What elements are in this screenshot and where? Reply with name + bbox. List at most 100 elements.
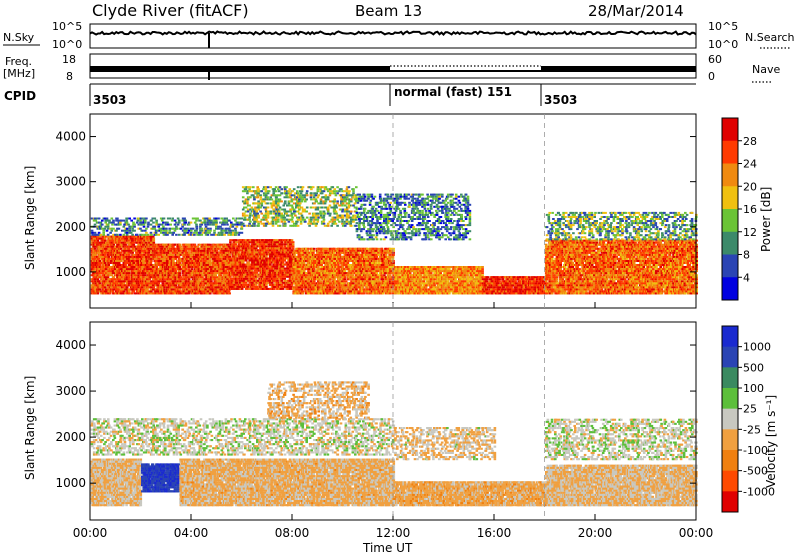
- echo-cell: [185, 282, 189, 285]
- echo-cell: [135, 264, 139, 266]
- echo-cell: [143, 239, 146, 242]
- echo-cell: [214, 245, 217, 248]
- echo-cell: [169, 245, 172, 248]
- echo-cell: [167, 274, 171, 277]
- echo-cell: [328, 268, 331, 271]
- echo-cell: [302, 270, 306, 273]
- echo-cell: [150, 266, 153, 268]
- echo-cell: [141, 282, 144, 285]
- echo-cell: [179, 260, 183, 262]
- echo-cell: [242, 273, 246, 276]
- echo-cell: [119, 284, 123, 287]
- echo-cell: [312, 282, 315, 285]
- echo-cell: [121, 266, 124, 268]
- echo-cell: [197, 255, 201, 258]
- echo-cell: [227, 290, 231, 293]
- echo-cell: [248, 263, 251, 266]
- echo-cell: [98, 282, 102, 285]
- echo-cell: [185, 286, 189, 289]
- echo-cell: [157, 262, 161, 264]
- echo-cell: [161, 264, 165, 266]
- echo-cell: [122, 290, 126, 293]
- echo-cell: [146, 235, 149, 238]
- echo-cell: [141, 251, 144, 254]
- echo-cell: [130, 292, 134, 295]
- echo-cell: [219, 266, 222, 268]
- echo-cell: [174, 257, 178, 260]
- echo-cell: [144, 241, 148, 244]
- echo-cell: [112, 292, 116, 295]
- echo-cell: [135, 286, 139, 289]
- echo-cell: [309, 292, 313, 295]
- echo-cell: [122, 260, 126, 262]
- echo-cell: [112, 270, 116, 273]
- echo-cell: [152, 241, 156, 244]
- echo-cell: [125, 272, 129, 275]
- cpid-label: CPID: [4, 89, 36, 103]
- echo-cell: [105, 243, 108, 246]
- echo-cell: [214, 280, 217, 283]
- echo-cell: [199, 268, 203, 271]
- echo-cell: [178, 272, 181, 275]
- echo-cell: [224, 280, 228, 283]
- echo-cell: [212, 276, 215, 279]
- echo-cell: [166, 284, 169, 287]
- echo-cell: [235, 239, 238, 242]
- echo-cell: [227, 262, 231, 264]
- echo-cell: [256, 263, 260, 266]
- echo-cell: [179, 276, 183, 279]
- echo-cell: [216, 257, 220, 260]
- echo-cell: [210, 255, 213, 258]
- echo-cell: [238, 247, 241, 250]
- echo-cell: [230, 239, 233, 242]
- echo-cell: [197, 290, 201, 293]
- echo-cell: [187, 260, 191, 262]
- echo-cell: [301, 292, 305, 295]
- echo-cell: [118, 241, 122, 244]
- echo-cell: [169, 266, 172, 268]
- echo-cell: [150, 245, 153, 248]
- echo-cell: [146, 260, 149, 262]
- echo-cell: [125, 239, 129, 242]
- echo-cell: [190, 245, 194, 248]
- echo-cell: [222, 272, 226, 275]
- echo-cell: [230, 257, 233, 260]
- echo-cell: [116, 268, 119, 271]
- echo-cell: [216, 260, 220, 262]
- echo-cell: [103, 253, 107, 256]
- echo-cell: [190, 276, 194, 279]
- echo-cell: [147, 251, 150, 254]
- echo-cell: [135, 272, 139, 275]
- echo-cell: [248, 279, 251, 282]
- echo-cell: [133, 280, 137, 283]
- echo-cell: [105, 274, 108, 277]
- echo-cell: [259, 245, 262, 248]
- echo-cell: [135, 257, 139, 260]
- echo-cell: [166, 264, 169, 266]
- echo-cell: [137, 247, 141, 250]
- echo-cell: [121, 268, 124, 271]
- echo-cell: [197, 249, 201, 252]
- noise-sky-label: N.Sky: [3, 31, 35, 44]
- echo-cell: [116, 255, 119, 258]
- echo-cell: [161, 282, 165, 285]
- echo-cell: [112, 243, 116, 246]
- echo-cell: [172, 262, 175, 264]
- echo-cell: [174, 262, 178, 264]
- echo-cell: [135, 278, 139, 281]
- echo-cell: [150, 260, 153, 262]
- echo-cell: [96, 278, 100, 281]
- echo-cell: [133, 239, 137, 242]
- echo-cell: [91, 270, 95, 273]
- echo-cell: [141, 253, 144, 256]
- echo-cell: [196, 292, 200, 295]
- echo-cell: [199, 272, 203, 275]
- echo-cell: [169, 255, 172, 258]
- echo-cell: [234, 269, 238, 272]
- echo-cell: [214, 284, 217, 287]
- echo-cell: [171, 288, 175, 291]
- echo-cell: [172, 255, 175, 258]
- echo-cell: [133, 235, 137, 238]
- echo-cell: [122, 292, 126, 295]
- echo-cell: [128, 270, 131, 273]
